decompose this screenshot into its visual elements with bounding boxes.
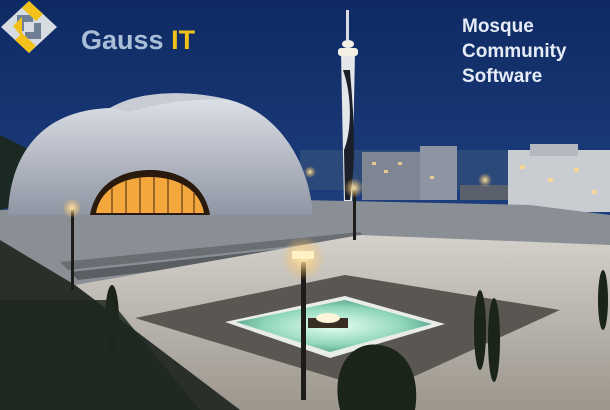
reflecting-pool	[225, 296, 445, 358]
minaret	[338, 10, 358, 205]
gauss-it-logo-icon	[1, 1, 57, 53]
brand-name: Gauss IT	[81, 24, 195, 56]
tagline: Mosque Community Software	[462, 16, 567, 87]
brand-name-gauss: Gauss	[81, 25, 164, 55]
foreground-shrubs	[0, 300, 200, 410]
mosque-dome	[8, 93, 312, 215]
lamp-posts	[62, 166, 492, 400]
apartment-buildings	[362, 144, 610, 212]
brand-name-it: IT	[171, 25, 196, 55]
